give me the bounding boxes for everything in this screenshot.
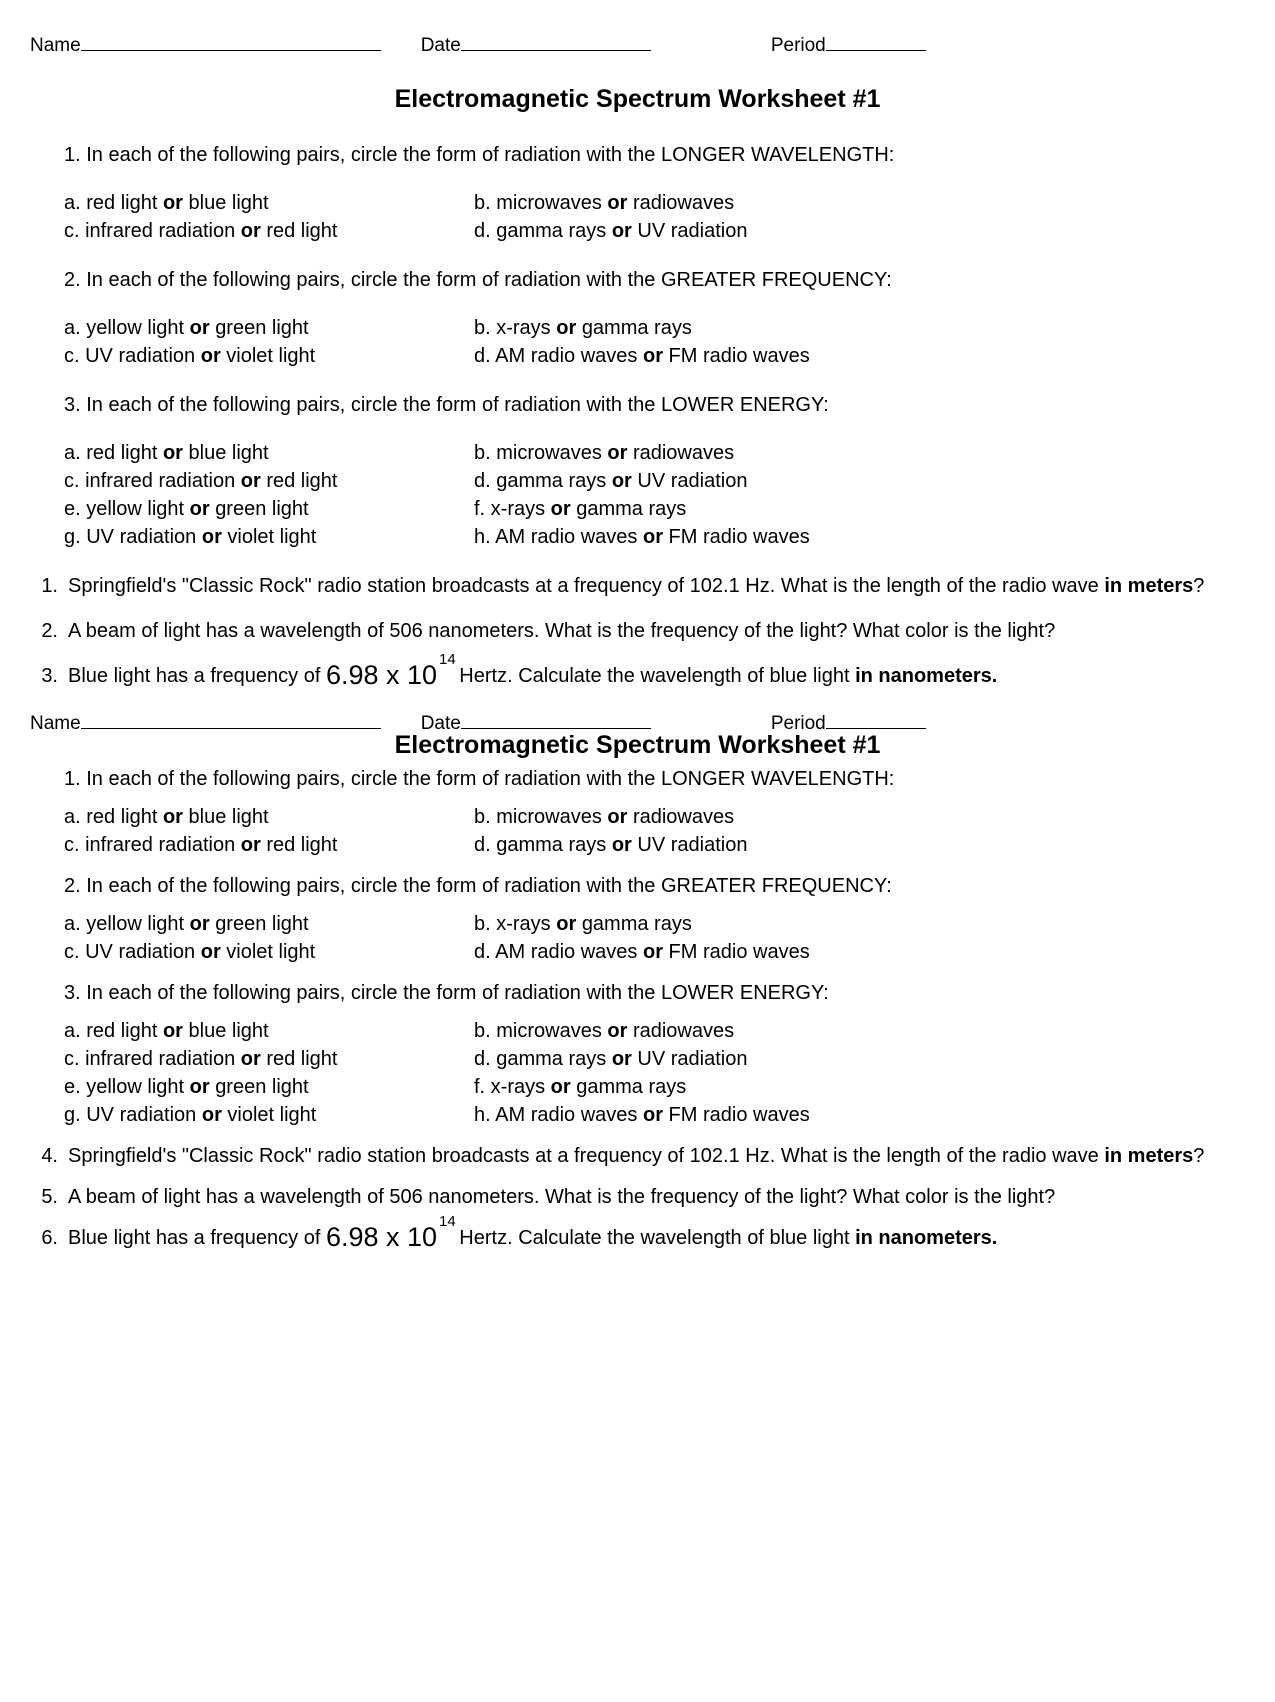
q2-pair-a: a. yellow light or green light [64, 910, 474, 938]
calc-q5-num: 5. [36, 1184, 64, 1211]
q1-pair-d: d. gamma rays or UV radiation [474, 831, 1245, 859]
q1-pair-a: a. red light or blue light [64, 803, 474, 831]
q1-prompt: 1. In each of the following pairs, circl… [64, 766, 1245, 793]
q2-pairs: a. yellow light or green light b. x-rays… [64, 314, 1245, 370]
calc-q1-body: Springfield's "Classic Rock" radio stati… [64, 573, 1245, 600]
q2-pairs: a. yellow light or green light b. x-rays… [64, 910, 1245, 966]
q1-pair-b: b. microwaves or radiowaves [474, 189, 1245, 217]
q3-pair-d: d. gamma rays or UV radiation [474, 1045, 1245, 1073]
calc-q3-num: 3. [36, 663, 64, 690]
q3-pair-g: g. UV radiation or violet light [64, 523, 474, 551]
q3-pair-b: b. microwaves or radiowaves [474, 439, 1245, 467]
q1-pair-b: b. microwaves or radiowaves [474, 803, 1245, 831]
q1-prompt: 1. In each of the following pairs, circl… [64, 142, 1245, 169]
calc-q3: 3. Blue light has a frequency of 6.98 x … [36, 663, 1245, 690]
calc-q2-body: A beam of light has a wavelength of 506 … [64, 618, 1245, 645]
worksheet-title: Electromagnetic Spectrum Worksheet #1 [30, 85, 1245, 114]
calc-q1-num: 1. [36, 573, 64, 600]
frequency-exponent: 14 [439, 651, 456, 668]
q2-pair-b: b. x-rays or gamma rays [474, 910, 1245, 938]
worksheet-page: Name Date Period Electromagnetic Spectru… [0, 0, 1275, 1702]
q3-pair-e: e. yellow light or green light [64, 1073, 474, 1101]
period-label: Period [771, 35, 826, 57]
calc-q2: 2. A beam of light has a wavelength of 5… [36, 618, 1245, 645]
q1-pair-c: c. infrared radiation or red light [64, 831, 474, 859]
q2-pair-c: c. UV radiation or violet light [64, 342, 474, 370]
q3-prompt: 3. In each of the following pairs, circl… [64, 392, 1245, 419]
date-blank[interactable] [461, 30, 651, 51]
q2-pair-d: d. AM radio waves or FM radio waves [474, 342, 1245, 370]
q3-pair-f: f. x-rays or gamma rays [474, 495, 1245, 523]
q3-pair-e: e. yellow light or green light [64, 495, 474, 523]
period-blank[interactable] [826, 708, 926, 729]
calc-q6-body: Blue light has a frequency of 6.98 x 101… [64, 1225, 1245, 1252]
header-row: Name Date Period [30, 30, 1245, 57]
q2-pair-c: c. UV radiation or violet light [64, 938, 474, 966]
q3-pairs: a. red light or blue light b. microwaves… [64, 1017, 1245, 1129]
q3-pair-a: a. red light or blue light [64, 1017, 474, 1045]
q1-pair-c: c. infrared radiation or red light [64, 217, 474, 245]
calc-q4-num: 4. [36, 1143, 64, 1170]
q1-pair-d: d. gamma rays or UV radiation [474, 217, 1245, 245]
worksheet-copy-a: Name Date Period Electromagnetic Spectru… [30, 30, 1245, 690]
q1-pairs: a. red light or blue light b. microwaves… [64, 189, 1245, 245]
q1-pairs: a. red light or blue light b. microwaves… [64, 803, 1245, 859]
q2-prompt: 2. In each of the following pairs, circl… [64, 873, 1245, 900]
name-blank[interactable] [81, 708, 381, 729]
calc-q1: 1. Springfield's "Classic Rock" radio st… [36, 573, 1245, 600]
q2-pair-a: a. yellow light or green light [64, 314, 474, 342]
calc-questions-b: 4. Springfield's "Classic Rock" radio st… [36, 1143, 1245, 1252]
calc-q6: 6. Blue light has a frequency of 6.98 x … [36, 1225, 1245, 1252]
calc-q6-num: 6. [36, 1225, 64, 1252]
calc-q5: 5. A beam of light has a wavelength of 5… [36, 1184, 1245, 1211]
q3-pair-b: b. microwaves or radiowaves [474, 1017, 1245, 1045]
q3-pair-g: g. UV radiation or violet light [64, 1101, 474, 1129]
q3-prompt: 3. In each of the following pairs, circl… [64, 980, 1245, 1007]
frequency-value: 6.98 x 10 [326, 660, 437, 690]
date-blank[interactable] [461, 708, 651, 729]
q3-pair-h: h. AM radio waves or FM radio waves [474, 1101, 1245, 1129]
period-blank[interactable] [826, 30, 926, 51]
calc-q3-body: Blue light has a frequency of 6.98 x 101… [64, 663, 1245, 690]
q3-pair-d: d. gamma rays or UV radiation [474, 467, 1245, 495]
calc-questions-a: 1. Springfield's "Classic Rock" radio st… [36, 573, 1245, 690]
calc-q4: 4. Springfield's "Classic Rock" radio st… [36, 1143, 1245, 1170]
q3-pairs: a. red light or blue light b. microwaves… [64, 439, 1245, 551]
q3-pair-h: h. AM radio waves or FM radio waves [474, 523, 1245, 551]
q2-prompt: 2. In each of the following pairs, circl… [64, 267, 1245, 294]
q2-pair-b: b. x-rays or gamma rays [474, 314, 1245, 342]
q3-pair-c: c. infrared radiation or red light [64, 1045, 474, 1073]
worksheet-title: Electromagnetic Spectrum Worksheet #1 [30, 731, 1245, 760]
name-label: Name [30, 35, 81, 57]
calc-q4-body: Springfield's "Classic Rock" radio stati… [64, 1143, 1245, 1170]
q3-pair-c: c. infrared radiation or red light [64, 467, 474, 495]
frequency-value: 6.98 x 10 [326, 1222, 437, 1252]
name-blank[interactable] [81, 30, 381, 51]
calc-q2-num: 2. [36, 618, 64, 645]
name-label: Name [30, 713, 81, 735]
frequency-exponent: 14 [439, 1213, 456, 1230]
worksheet-copy-b: Name Date Period Electromagnetic Spectru… [30, 708, 1245, 1252]
q1-pair-a: a. red light or blue light [64, 189, 474, 217]
q2-pair-d: d. AM radio waves or FM radio waves [474, 938, 1245, 966]
calc-q5-body: A beam of light has a wavelength of 506 … [64, 1184, 1245, 1211]
q3-pair-f: f. x-rays or gamma rays [474, 1073, 1245, 1101]
date-label: Date [421, 35, 461, 57]
q3-pair-a: a. red light or blue light [64, 439, 474, 467]
